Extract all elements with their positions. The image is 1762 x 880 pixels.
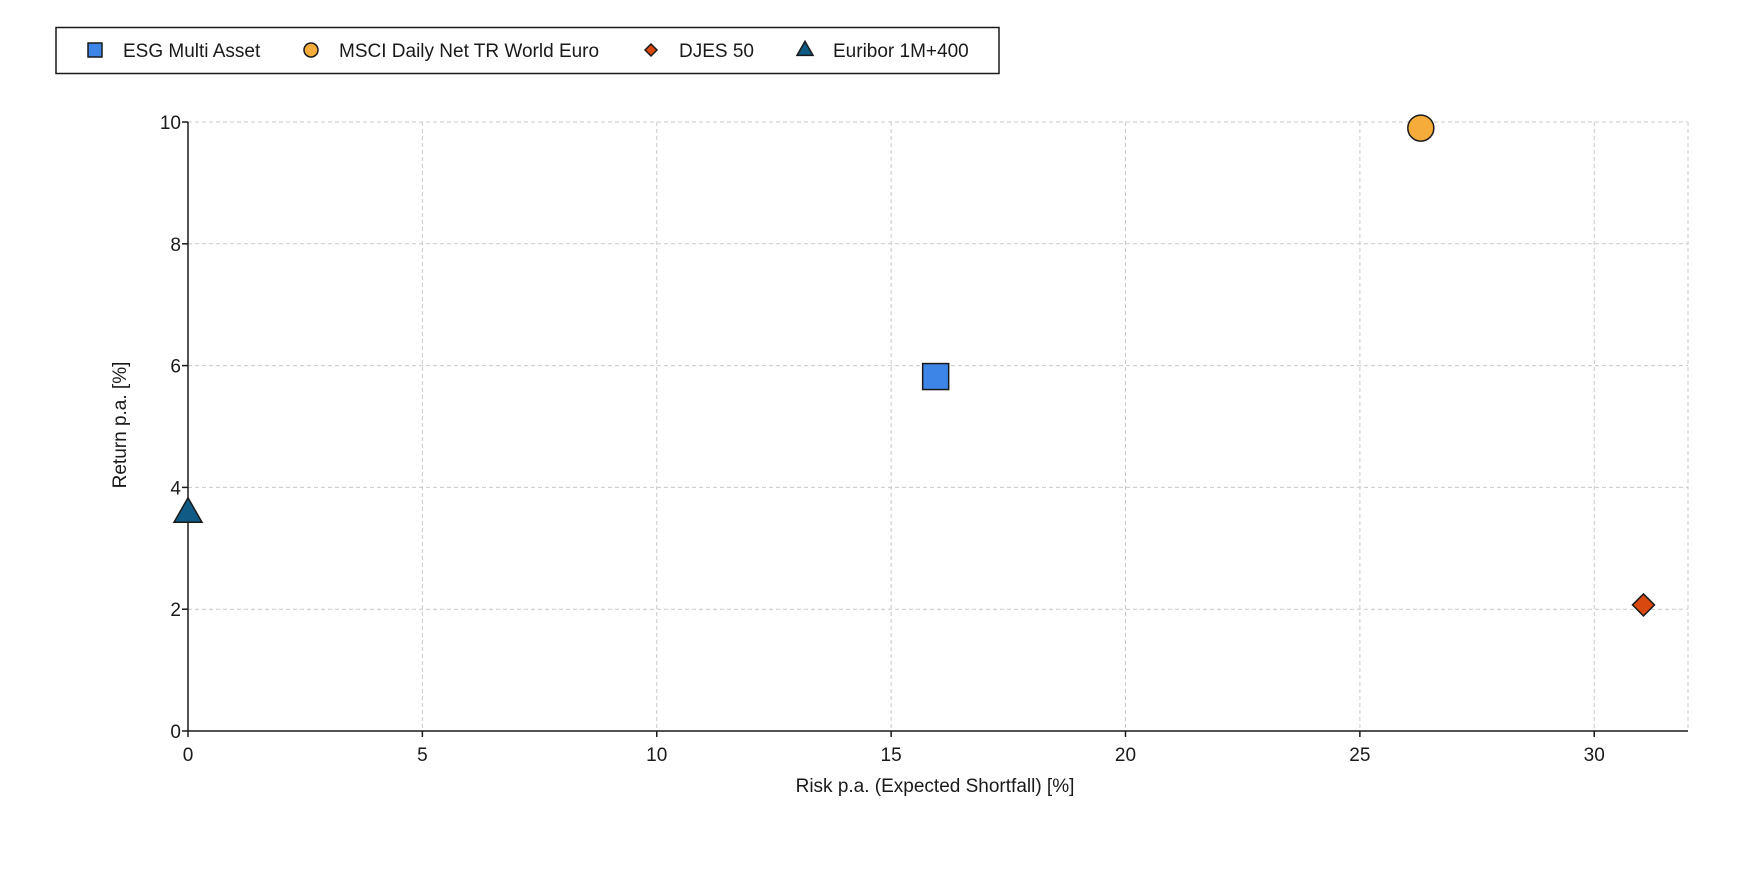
legend: ESG Multi Asset MSCI Daily Net TR World E… bbox=[55, 26, 1000, 75]
y-tick-label: 0 bbox=[170, 722, 181, 743]
legend-marker-euribor-1m-400 bbox=[795, 39, 815, 57]
legend-items: ESG Multi Asset MSCI Daily Net TR World E… bbox=[87, 39, 969, 62]
y-tick-label: 6 bbox=[170, 357, 181, 378]
y-tick-label: 4 bbox=[170, 478, 181, 499]
x-axis-label: Risk p.a. (Expected Shortfall) [%] bbox=[796, 776, 1075, 797]
point-euribor-1m-400 bbox=[172, 496, 204, 524]
grid-lines bbox=[188, 121, 1689, 731]
point-esg-multi-asset bbox=[921, 362, 950, 391]
axes bbox=[187, 122, 1688, 732]
data-points bbox=[172, 114, 1656, 617]
legend-label-msci-daily-net-tr-world-euro: MSCI Daily Net TR World Euro bbox=[339, 41, 599, 62]
x-tick-label: 25 bbox=[1349, 745, 1370, 766]
legend-box bbox=[55, 26, 1000, 75]
y-tick-label: 10 bbox=[160, 113, 181, 134]
point-msci-daily-net-tr-world-euro bbox=[1407, 114, 1435, 142]
point-djes-50 bbox=[1631, 592, 1656, 617]
y-tick-label: 2 bbox=[170, 600, 181, 621]
x-axis-ticks: 0 5 10 15 20 25 30 bbox=[183, 731, 1605, 766]
x-tick-label: 10 bbox=[646, 745, 667, 766]
x-tick-label: 20 bbox=[1115, 745, 1136, 766]
y-axis-ticks: 0 2 4 6 8 10 bbox=[160, 113, 188, 743]
legend-marker-msci-daily-net-tr-world-euro bbox=[303, 42, 319, 58]
y-axis-label: Return p.a. [%] bbox=[110, 362, 131, 489]
x-tick-label: 15 bbox=[881, 745, 902, 766]
x-tick-label: 30 bbox=[1584, 745, 1605, 766]
legend-marker-esg-multi-asset bbox=[87, 42, 103, 58]
y-tick-label: 8 bbox=[170, 235, 181, 256]
legend-label-euribor-1m-400: Euribor 1M+400 bbox=[833, 41, 969, 62]
x-tick-label: 0 bbox=[183, 745, 194, 766]
legend-label-esg-multi-asset: ESG Multi Asset bbox=[123, 41, 261, 62]
legend-label-djes-50: DJES 50 bbox=[679, 41, 754, 62]
legend-marker-djes-50 bbox=[643, 42, 659, 58]
x-tick-label: 5 bbox=[417, 745, 428, 766]
